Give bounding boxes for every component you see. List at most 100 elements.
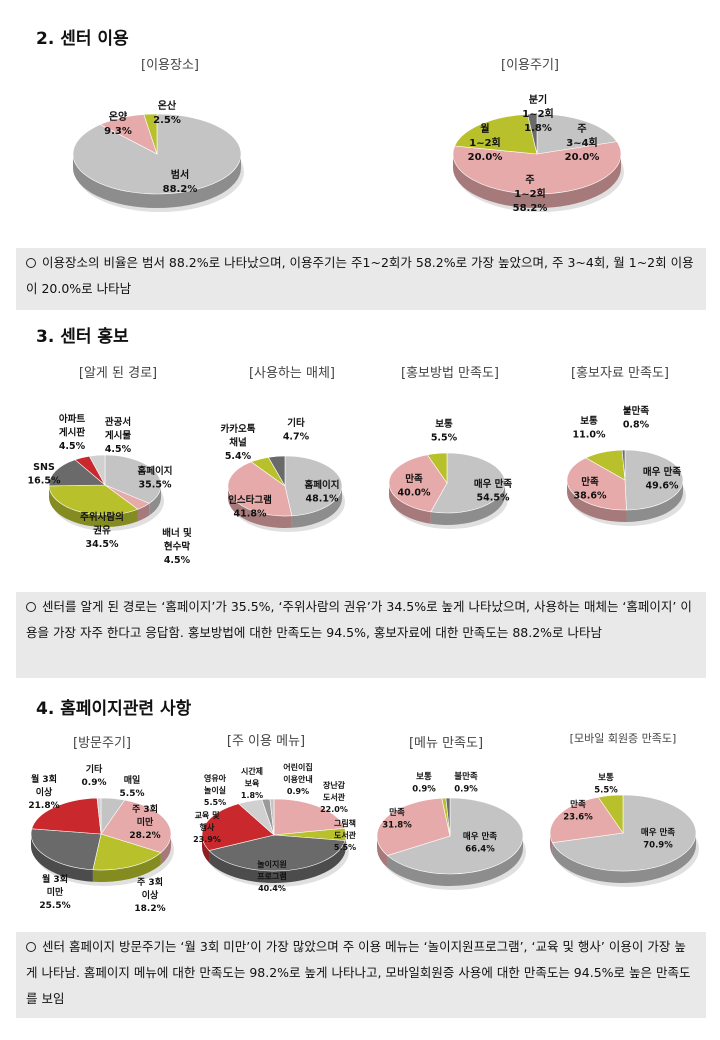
pie-label-2: 보통 11.0% (573, 416, 606, 441)
pie-slice-5 (88, 454, 106, 486)
pie-label-3: 월 3회 미만 25.5% (39, 873, 70, 911)
pie-wall-1 (567, 480, 627, 522)
pie-chart-2: 홈페이지 35.5% 배너 및 현수막 4.5% 주위사람의 권유 34.5% SNS 16.5%… (28, 413, 193, 566)
pie-label-0: 장난감 도서관 22.0% (320, 780, 348, 814)
pie-label-2: 카카오톡 채널 5.4% (221, 423, 256, 462)
pie-label-1: 그림책 도서관 5.5% (334, 818, 357, 852)
pie-label-2: 온산 2.5% (153, 99, 181, 126)
chart-title-visit: [방문주기] (73, 736, 131, 751)
pie-slice-1 (227, 461, 293, 517)
section-title-homepage: 4. 홈페이지관련 사항 (36, 699, 192, 719)
bullet-circle-icon (26, 257, 36, 268)
chart-title-media: [사용하는 매체] (248, 366, 336, 381)
pie-label-1: 만족 23.6% (563, 799, 593, 823)
pie-wall-1 (345, 835, 347, 853)
pie-label-3: 불만족 0.8% (623, 405, 650, 431)
pie-label-2: 보통 5.5% (431, 419, 458, 444)
pie-label-2: 보통 0.9% (412, 771, 436, 795)
summary-promotion: 센터를 알게 된 경로는 ‘홈페이지’가 35.5%, ‘주위사람의 권유’가 … (16, 592, 706, 678)
pie-slice-1 (388, 454, 448, 513)
pie-slice-2 (208, 834, 346, 872)
pie-label-4: 영유아 놀이실 5.5% (204, 773, 227, 807)
pie-label-0: 매일 5.5% (120, 774, 145, 799)
pie-slice-3 (445, 797, 451, 837)
pie-label-0: 범서 88.2% (163, 168, 198, 195)
pie-label-1: 인스타그램 41.8% (228, 494, 272, 520)
pie-label-5: 시간제 보육 1.8% (241, 766, 263, 800)
pie-slice-2 (454, 113, 538, 155)
pie-label-2: 주 3회 이상 18.2% (134, 876, 165, 914)
pie-label-1: 만족 38.6% (574, 476, 607, 502)
pie-wall-2 (209, 840, 346, 883)
pie-label-2: 보통 5.5% (594, 772, 618, 796)
chart-title-frequency: [이용주기] (501, 58, 559, 73)
pie-slice-3 (30, 828, 102, 871)
summary-promotion-text: 센터를 알게 된 경로는 ‘홈페이지’가 35.5%, ‘주위사람의 권유’가 … (26, 599, 692, 640)
pie-chart-9: 매우 만족 70.9% 만족 23.6%보통 5.5% (549, 772, 699, 887)
pie-label-1: 배너 및 현수막 4.5% (162, 527, 192, 566)
pie-wall-0 (73, 154, 241, 208)
pie-wall-0 (552, 833, 696, 883)
pie-slice-0 (624, 449, 684, 511)
chart-title-promo-method: [홍보방법 만족도] (401, 366, 499, 381)
pie-label-6: 어린이집 이용안내 0.9% (283, 762, 312, 796)
pie-slice-0 (551, 794, 697, 872)
pie-label-0: 주 3~4회 20.0% (565, 123, 600, 163)
pie-slice-3 (267, 455, 286, 488)
bullet-circle-icon (26, 941, 36, 952)
pie-label-0: 매우 만족 70.9% (641, 827, 675, 851)
pie-wall-0 (430, 483, 505, 526)
pie-slice-3 (201, 803, 275, 851)
pie-slice-0 (104, 454, 162, 504)
chart-title-menu-use: [주 이용 메뉴] (226, 734, 306, 749)
pie-wall-3 (202, 835, 210, 863)
pie-slice-2 (597, 794, 624, 834)
pie-slice-4 (31, 797, 102, 835)
pie-slice-5 (96, 797, 102, 835)
pie-label-0: 매우 만족 49.6% (643, 466, 682, 492)
chart-title-promo-material: [홍보자료 만족도] (571, 366, 669, 381)
summary-usage: 이용장소의 비율은 범서 88.2%로 나타났으며, 이용주기는 주1~2회가 … (16, 248, 706, 310)
pie-chart-0: 범서 88.2% 온양 9.3% 온산 2.5% (72, 99, 244, 212)
pie-label-5: 관공서 게시물 4.5% (105, 416, 132, 455)
pie-wall-3 (31, 834, 93, 882)
pie-label-3: 기타 4.7% (283, 417, 310, 443)
pie-slice-1 (100, 799, 172, 853)
pie-wall-1 (453, 154, 621, 208)
summary-usage-text: 이용장소의 비율은 범서 88.2%로 나타났으며, 이용주기는 주1~2회가 … (26, 255, 694, 296)
pie-slice-3 (527, 113, 538, 155)
pie-wall-2 (92, 852, 161, 882)
pie-label-1: 온양 9.3% (104, 111, 132, 137)
pie-slice-0 (72, 113, 242, 195)
pie-label-5: 기타 0.9% (82, 763, 107, 788)
pie-slice-2 (143, 113, 158, 155)
pie-slice-0 (536, 113, 618, 155)
pie-label-0: 홈페이지 48.1% (305, 479, 340, 505)
pie-label-0: 매우 만족 66.4% (463, 831, 497, 855)
chart-title-location: [이용장소] (141, 58, 199, 73)
pie-label-1: 주 3회 미만 28.2% (129, 803, 160, 841)
pie-label-3: 분기 1~2회 1.8% (522, 93, 554, 134)
pie-chart-7: 장난감 도서관 22.0% 그림책 도서관 5.5% 놀이지원 프로그램 40.4% 교육 및 행사… (193, 762, 357, 893)
pie-label-2: 주위사람의 권유 34.5% (80, 511, 124, 550)
pie-wall-1 (377, 836, 388, 868)
pie-slice-2 (426, 452, 448, 484)
pie-label-3: 불만족 0.9% (454, 771, 478, 795)
pie-chart-6: 매일 5.5% 주 3회 미만 28.2% 주 3회 이상 18.2% 월 3회 미만 25.5% 월… (28, 763, 174, 914)
pie-label-2: 놀이지원 프로그램 40.4% (257, 859, 286, 893)
pie-label-1: 만족 31.8% (382, 807, 412, 831)
pie-label-2: 월 1~2회 20.0% (468, 123, 503, 163)
pie-slice-0 (273, 798, 346, 836)
section-title-promotion: 3. 센터 홍보 (36, 327, 129, 347)
pie-wall-1 (160, 834, 171, 865)
pie-label-0: 매우 만족 54.5% (474, 478, 513, 504)
pie-slice-3 (48, 459, 106, 487)
pie-wall-1 (389, 483, 431, 524)
pie-label-3: SNS 16.5% (28, 462, 61, 487)
pie-slice-1 (376, 797, 451, 856)
pie-chart-1: 주 3~4회 20.0% 주 1~2회 58.2% 월 1~2회 20.0% 분기 1~2회 1.8% (452, 93, 624, 214)
summary-homepage: 센터 홈페이지 방문주기는 ‘월 3회 미만’이 가장 많았으며 주 이용 메뉴… (16, 932, 706, 1018)
pie-label-0: 홈페이지 35.5% (138, 465, 173, 491)
pie-label-3: 교육 및 행사 23.9% (193, 810, 221, 844)
